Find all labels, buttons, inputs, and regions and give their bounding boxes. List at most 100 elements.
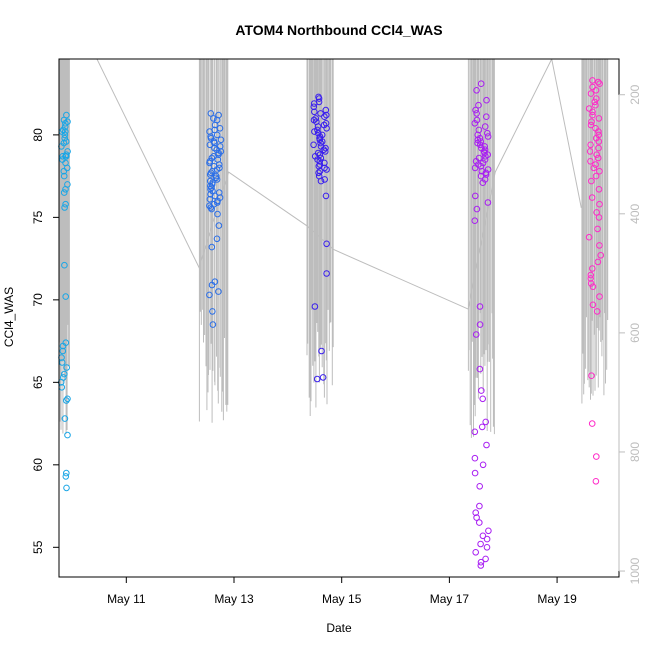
data-point — [211, 121, 219, 129]
data-point — [585, 233, 593, 241]
data-point — [471, 217, 479, 224]
data-point — [206, 202, 213, 210]
data-point — [310, 100, 318, 107]
data-point — [311, 128, 318, 135]
y-tick-label: 65 — [31, 375, 45, 389]
data-point — [206, 141, 214, 149]
data-point — [476, 519, 483, 526]
data-point — [315, 169, 322, 177]
data-point — [592, 87, 600, 94]
data-point — [477, 540, 484, 548]
data-point — [481, 146, 489, 153]
data-point — [588, 177, 595, 185]
plot-frame — [58, 58, 620, 578]
data-point — [481, 123, 489, 130]
data-point — [588, 372, 595, 380]
data-point — [596, 242, 603, 249]
data-point — [594, 258, 602, 266]
data-point — [60, 116, 68, 124]
data-point — [61, 370, 68, 378]
y2-tick-label: 800 — [628, 442, 642, 462]
data-point — [61, 131, 69, 139]
data-point — [208, 205, 215, 213]
data-point — [317, 139, 324, 147]
data-point — [589, 301, 597, 309]
data-point — [588, 118, 595, 125]
data-point — [318, 347, 325, 355]
data-point — [596, 293, 603, 300]
x-tick-label: May 19 — [537, 592, 577, 606]
data-point — [322, 144, 329, 152]
data-point — [473, 87, 480, 94]
data-point — [588, 420, 596, 427]
x-tick-label: May 11 — [107, 592, 146, 606]
series-1 — [57, 111, 71, 492]
data-point — [588, 194, 596, 201]
data-point — [64, 431, 71, 439]
data-point — [475, 101, 482, 109]
data-point — [476, 321, 484, 328]
series-3 — [310, 93, 330, 383]
data-point — [471, 120, 479, 127]
data-point — [596, 200, 603, 208]
data-point — [62, 200, 69, 208]
data-point — [317, 154, 325, 162]
data-point — [476, 502, 483, 510]
pressure-layer — [59, 59, 609, 438]
data-point — [589, 83, 596, 91]
data-point — [315, 95, 323, 102]
data-point — [323, 240, 330, 248]
data-point — [213, 176, 221, 183]
data-point — [590, 164, 598, 172]
data-point — [206, 171, 214, 178]
data-point — [63, 364, 70, 371]
data-point — [595, 214, 603, 221]
data-point — [61, 415, 69, 422]
data-point — [585, 105, 593, 112]
data-point — [589, 111, 596, 119]
x-tick-label: May 15 — [322, 592, 362, 606]
data-point — [206, 195, 214, 203]
data-point — [591, 98, 599, 106]
data-point — [589, 77, 596, 84]
data-point — [61, 204, 68, 211]
y2-tick-label: 600 — [628, 323, 642, 343]
data-point — [63, 397, 70, 404]
data-point — [594, 78, 602, 86]
data-point — [63, 164, 71, 172]
data-point — [62, 293, 69, 300]
y2-tick-label: 1000 — [628, 557, 642, 584]
data-point — [472, 192, 479, 200]
data-point — [215, 222, 223, 229]
data-point — [593, 453, 600, 460]
data-point — [472, 106, 479, 114]
data-point — [596, 80, 603, 87]
data-point — [313, 375, 321, 383]
data-point — [483, 544, 491, 551]
data-point — [61, 134, 68, 142]
data-point — [589, 265, 596, 272]
data-point — [322, 120, 330, 127]
x-axis-label: Date — [326, 621, 352, 635]
data-point — [207, 110, 215, 117]
data-point — [595, 115, 603, 122]
data-point — [595, 138, 603, 145]
data-point — [587, 275, 595, 282]
data-point — [483, 96, 490, 104]
data-point — [208, 243, 216, 251]
data-point — [481, 149, 488, 157]
data-point — [321, 176, 329, 183]
y-tick-label: 70 — [31, 293, 45, 307]
data-point — [321, 164, 328, 172]
data-point — [483, 113, 490, 120]
data-point — [316, 167, 324, 175]
data-point — [319, 374, 327, 381]
data-point — [587, 121, 595, 129]
data-point — [316, 158, 324, 165]
data-point — [212, 174, 220, 182]
data-point — [60, 172, 68, 180]
axes-layer: 55 60 65 70 75 80 May 11 May 13 May 15 May 17 May … — [31, 58, 642, 606]
data-point — [479, 179, 487, 186]
data-point — [484, 129, 491, 137]
